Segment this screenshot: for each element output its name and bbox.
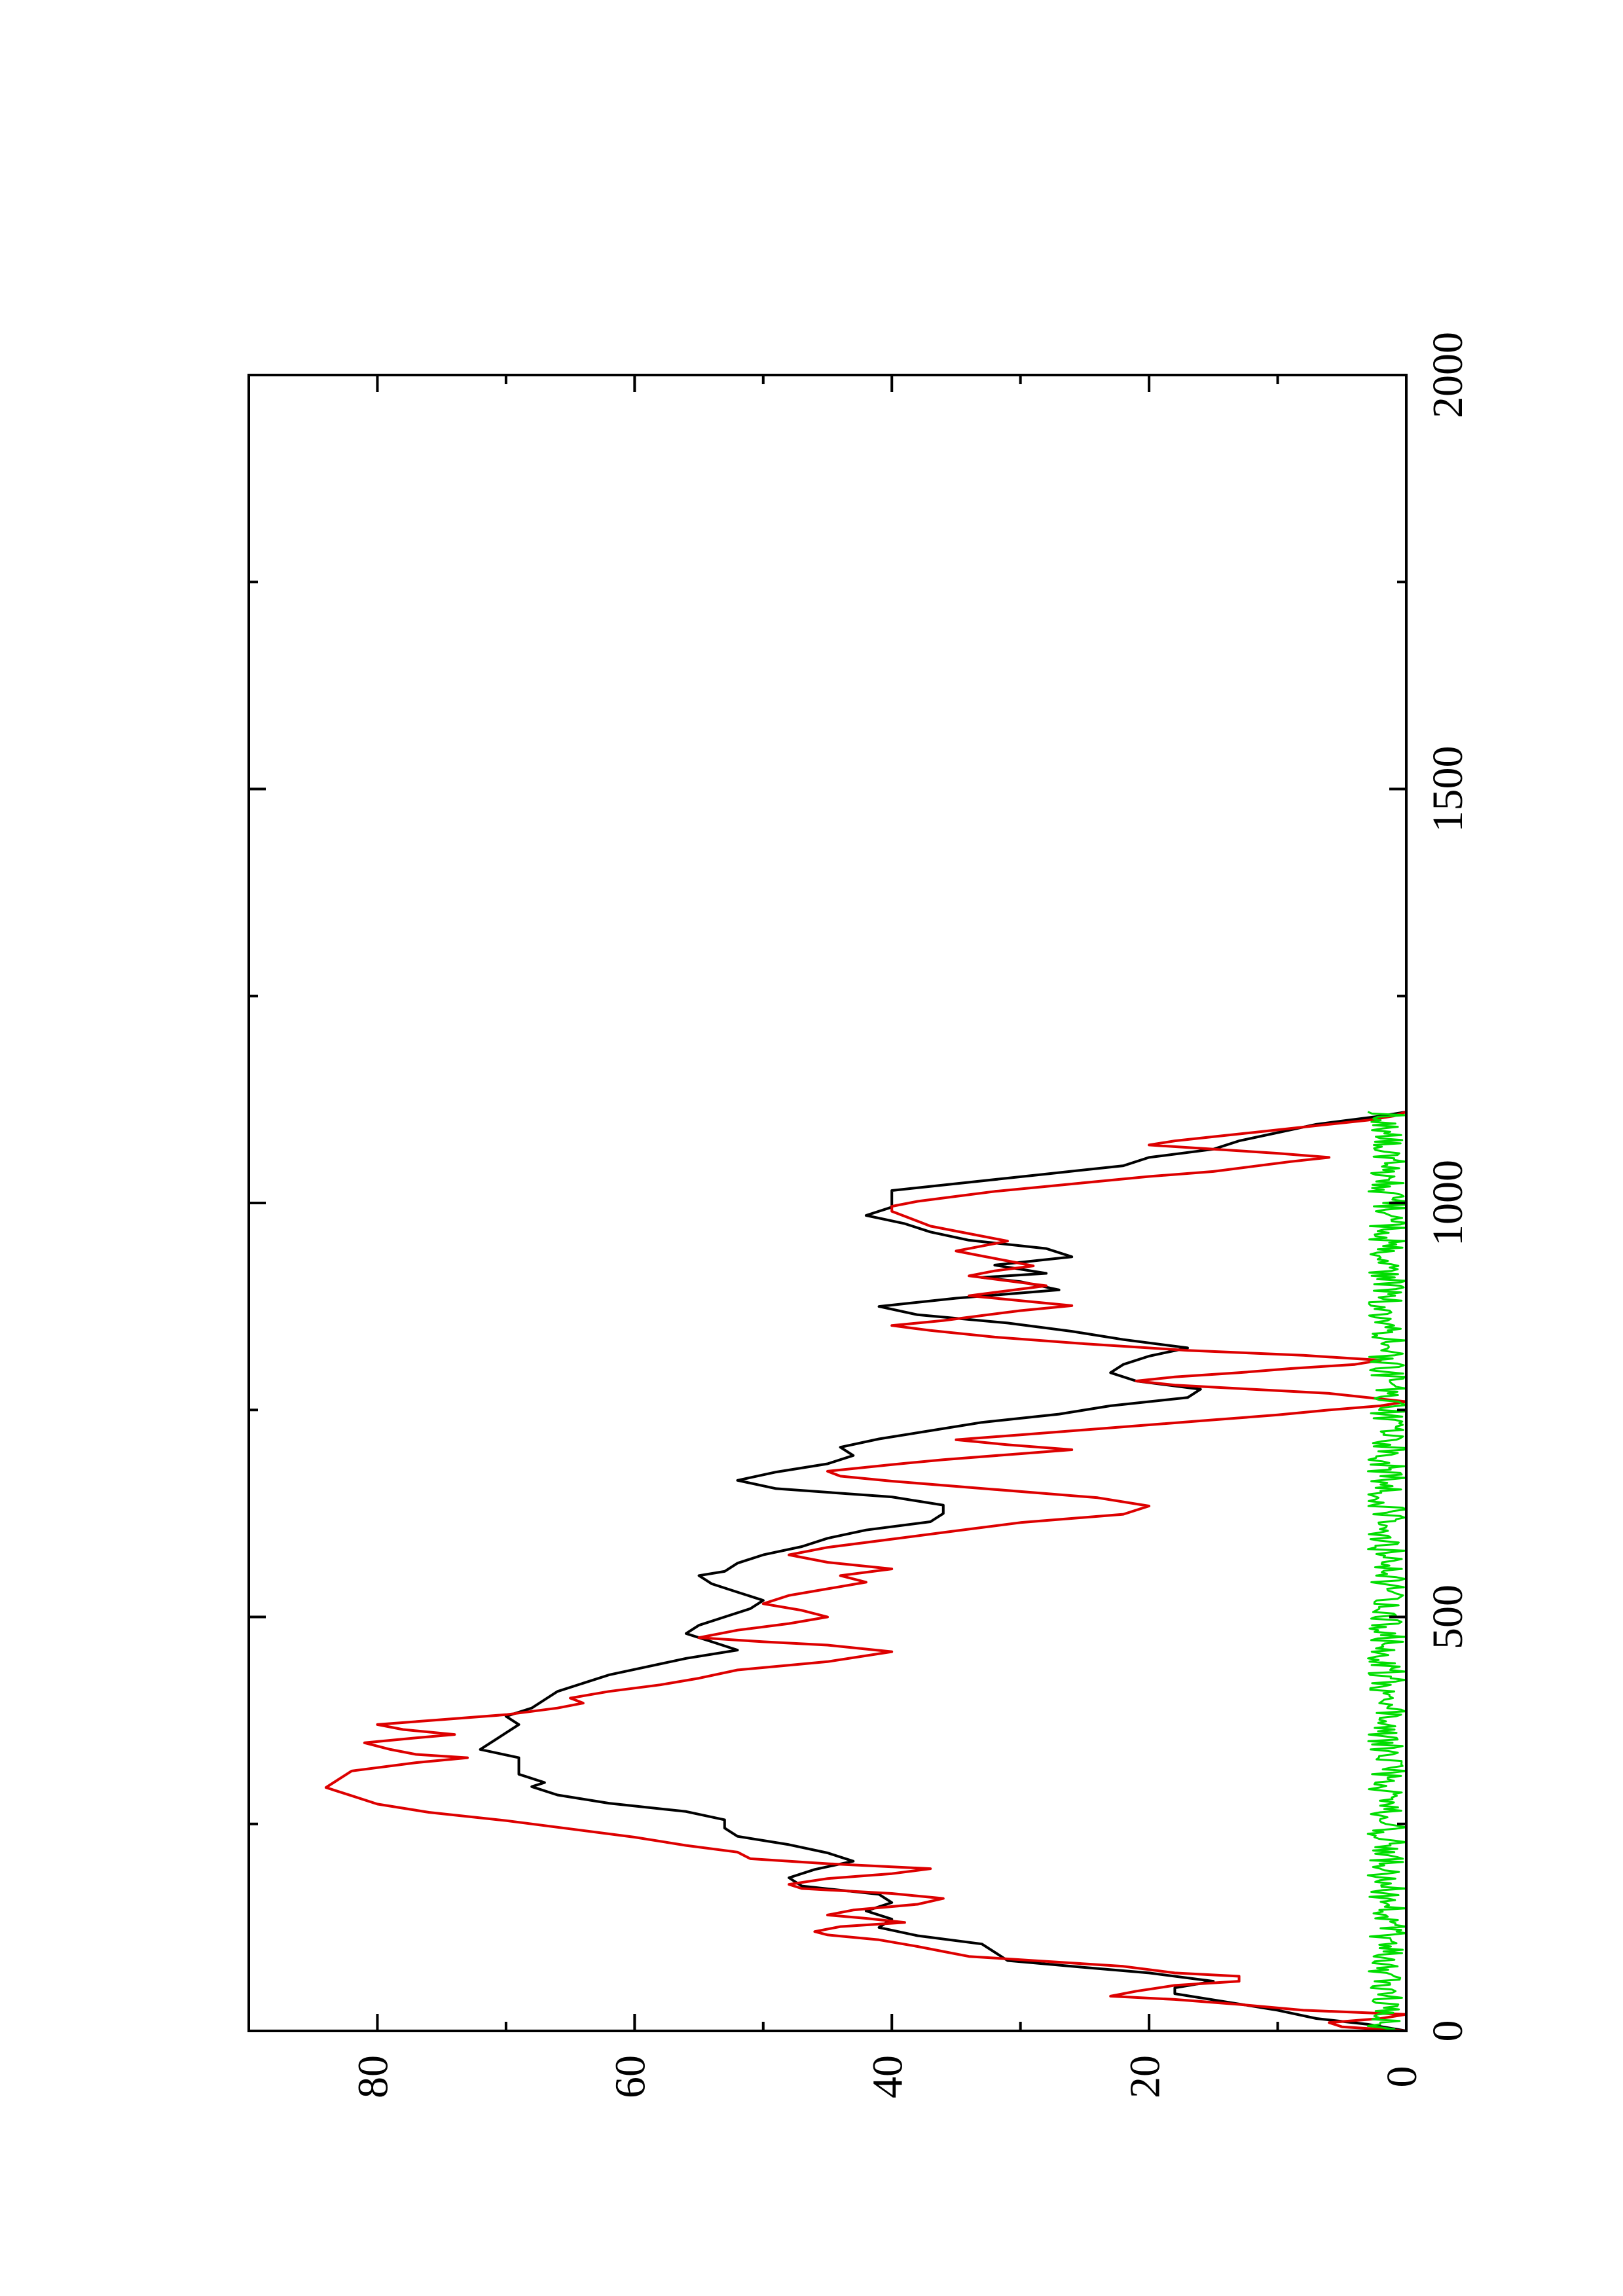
x-axis-ticks: 0 500 1000 1500 2000	[249, 332, 1472, 2042]
plot-layer	[324, 1110, 1408, 2032]
x-tick-label: 2000	[1424, 332, 1472, 418]
y-tick-label: 0	[1378, 2066, 1426, 2088]
x-tick-label: 1000	[1424, 1160, 1472, 1246]
x-tick-label: 500	[1424, 1585, 1472, 1649]
series-line-0	[479, 1110, 1407, 2032]
series-line-1	[324, 1110, 1408, 2032]
y-tick-label: 60	[606, 2055, 654, 2098]
x-tick-label: 1500	[1424, 746, 1472, 833]
y-tick-label: 20	[1121, 2055, 1169, 2098]
series-line-2	[1366, 1111, 1408, 2032]
y-axis-ticks: 0 20 40 60 80	[247, 375, 1426, 2098]
x-tick-label: 0	[1424, 2020, 1472, 2042]
y-tick-label: 80	[350, 2055, 397, 2098]
y-tick-label: 40	[864, 2055, 911, 2098]
